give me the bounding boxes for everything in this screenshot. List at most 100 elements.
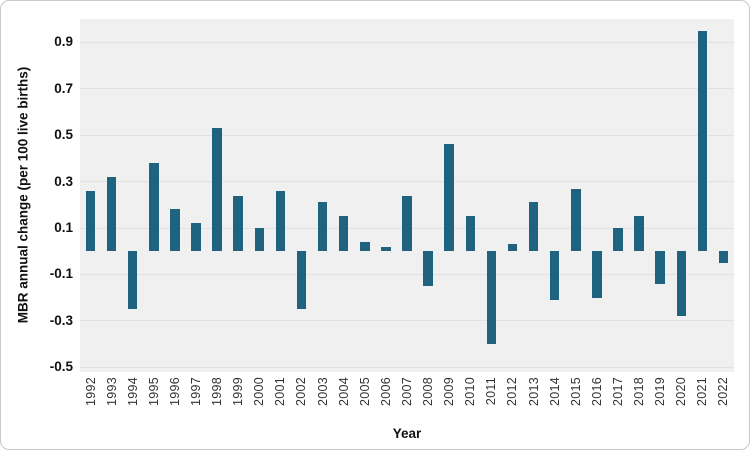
x-tick-slot: 1997 [185, 377, 206, 406]
y-tick-label: 0.7 [54, 80, 73, 96]
bar-2021 [697, 30, 708, 252]
bar-1998 [212, 128, 222, 252]
y-axis-title: MBR annual change (per 100 live births) [15, 66, 31, 324]
bar-2016 [592, 251, 602, 298]
y-tick-label: 0.1 [54, 220, 73, 235]
x-tick-slot: 2021 [692, 377, 713, 406]
x-tick-label: 2006 [378, 377, 393, 407]
x-tick-slot: 2008 [418, 377, 439, 406]
bar-2018 [634, 216, 644, 252]
gridline [80, 181, 734, 183]
x-tick-slot: 2012 [502, 377, 523, 406]
x-tick-label: 1992 [83, 377, 98, 407]
x-tick-slot: 1998 [207, 377, 228, 406]
bar-2010 [465, 216, 476, 252]
bar-2005 [360, 241, 370, 252]
gridline [80, 41, 734, 43]
x-axis-tick-labels: 1992 1993 1994 1995 1996 1997 1998 1999 2000 2001… [80, 377, 734, 427]
x-tick-slot: 2004 [333, 377, 354, 406]
x-tick-label: 2020 [674, 377, 689, 407]
x-tick-slot: 2014 [544, 377, 565, 406]
bar-2006 [381, 246, 391, 252]
bar-2012 [507, 244, 518, 252]
x-tick-slot: 2022 [713, 377, 734, 406]
x-tick-label: 1994 [125, 377, 140, 407]
x-tick-label: 2009 [442, 377, 457, 407]
plot-area [80, 19, 734, 372]
x-tick-slot: 2001 [270, 377, 291, 406]
x-tick-slot: 2002 [291, 377, 312, 406]
x-tick-slot: 2000 [249, 377, 270, 406]
gridline [80, 320, 734, 322]
bar-2003 [317, 202, 328, 252]
x-tick-label: 2005 [357, 377, 372, 407]
y-tick-label: 0.3 [54, 173, 73, 189]
bar-2009 [444, 144, 454, 252]
x-tick-label: 1999 [231, 377, 246, 407]
x-tick-label: 2007 [399, 377, 414, 407]
x-tick-label: 2013 [526, 377, 541, 407]
bar-2017 [613, 228, 623, 252]
x-tick-slot: 2009 [439, 377, 460, 406]
x-tick-slot: 1992 [80, 377, 101, 406]
bar-1997 [191, 223, 201, 252]
x-tick-label: 1997 [189, 377, 204, 407]
x-tick-label: 2003 [315, 377, 330, 407]
bar-2019 [655, 251, 665, 284]
x-tick-slot: 2017 [607, 377, 628, 406]
x-tick-label: 2008 [421, 377, 436, 407]
bar-1992 [85, 190, 96, 252]
x-tick-label: 1993 [104, 377, 119, 407]
bar-2011 [486, 251, 497, 345]
bar-2022 [718, 251, 729, 263]
x-axis-title: Year [392, 426, 422, 441]
bar-1994 [127, 251, 138, 310]
x-tick-slot: 2007 [396, 377, 417, 406]
x-tick-slot: 1999 [228, 377, 249, 406]
x-tick-label: 1995 [146, 377, 161, 407]
x-tick-slot: 1996 [164, 377, 185, 406]
bar-1995 [149, 162, 159, 252]
x-tick-slot: 1993 [101, 377, 122, 406]
bar-1999 [233, 195, 243, 252]
x-tick-slot: 2006 [375, 377, 396, 406]
gridline [80, 134, 734, 136]
x-tick-label: 2000 [252, 377, 267, 407]
y-tick-label: -0.1 [49, 266, 73, 282]
x-tick-slot: 2013 [523, 377, 544, 406]
bar-1993 [106, 176, 117, 252]
x-tick-label: 2011 [484, 377, 499, 406]
gridline [80, 88, 734, 90]
x-tick-slot: 2020 [671, 377, 692, 406]
bar-2007 [402, 195, 412, 252]
x-tick-slot: 1995 [143, 377, 164, 406]
x-tick-label: 2015 [568, 377, 583, 407]
x-tick-label: 2001 [273, 377, 288, 407]
x-tick-label: 2012 [505, 377, 520, 407]
x-tick-slot: 2015 [565, 377, 586, 406]
y-tick-label: -0.3 [49, 312, 73, 328]
x-tick-slot: 2011 [481, 377, 502, 405]
gridline [80, 273, 734, 275]
x-tick-label: 2016 [589, 377, 604, 407]
gridline [80, 366, 734, 368]
x-tick-slot: 2016 [586, 377, 607, 406]
x-tick-label: 2022 [716, 377, 731, 407]
x-tick-slot: 2019 [650, 377, 671, 406]
x-tick-slot: 2010 [460, 377, 481, 406]
bar-2002 [296, 251, 307, 310]
y-tick-label: -0.5 [49, 359, 73, 375]
y-tick-label: 0.9 [54, 34, 73, 50]
bar-2014 [549, 251, 560, 300]
x-tick-label: 1996 [167, 377, 182, 407]
x-tick-label: 2004 [336, 377, 351, 407]
bar-2013 [528, 202, 539, 252]
x-tick-slot: 2003 [312, 377, 333, 406]
x-tick-label: 2002 [294, 377, 309, 407]
x-tick-slot: 1994 [122, 377, 143, 406]
x-tick-label: 2017 [610, 377, 625, 407]
bar-2008 [423, 251, 433, 287]
bar-1996 [170, 209, 180, 252]
x-tick-label: 2014 [547, 377, 562, 407]
